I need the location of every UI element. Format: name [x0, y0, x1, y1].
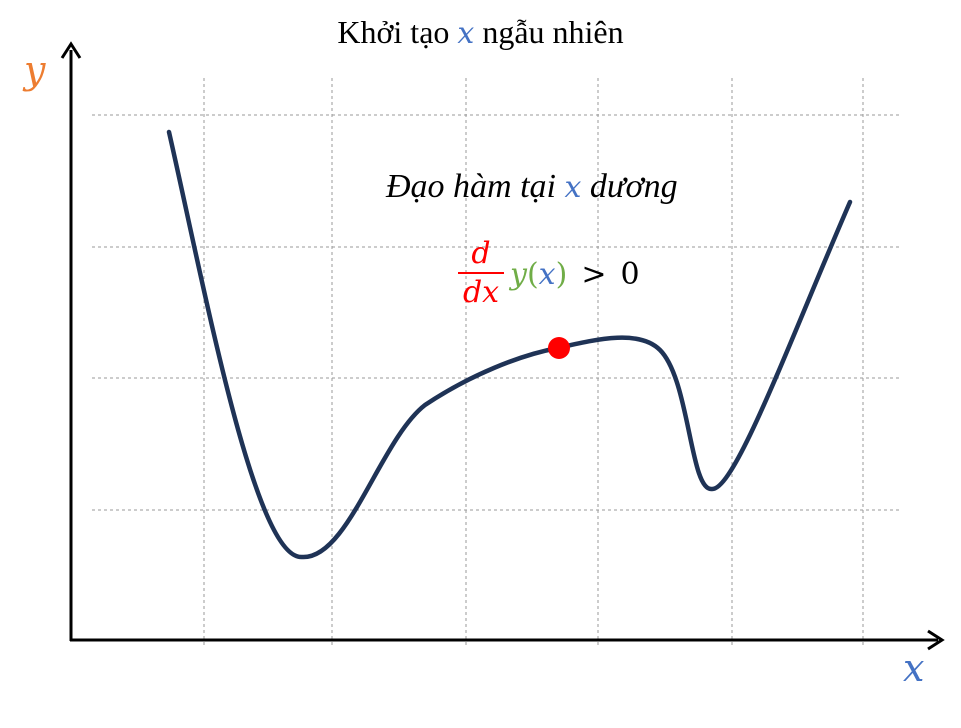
grid [92, 78, 900, 645]
y-axis-label: y [24, 48, 46, 92]
title-prefix: Khởi tạo [337, 14, 458, 50]
derivative-denominator: dx [462, 275, 500, 310]
close-paren: ) [555, 256, 568, 292]
title-variable: x [457, 16, 475, 51]
relation-symbol: > [581, 256, 607, 292]
right-hand-side: 0 [620, 256, 640, 292]
diagram-title: Khởi tạo x ngẫu nhiên [0, 14, 961, 51]
x-axis-arrowhead [927, 629, 945, 651]
y-axis-arrowhead [60, 41, 82, 59]
open-paren: ( [526, 256, 539, 292]
function-curve [166, 129, 853, 560]
annotation-prefix: Đạo hàm tại [386, 168, 565, 205]
title-suffix: ngẫu nhiên [474, 14, 624, 50]
x-axis-label: x [903, 646, 925, 690]
annotation-suffix: dương [581, 168, 678, 205]
derivative-formula: d dx y(x) > 0 [458, 236, 640, 312]
derivative-numerator: d [471, 236, 491, 271]
derivative-annotation: Đạo hàm tại x dương [386, 168, 678, 206]
derivative-operator: d dx [458, 236, 504, 312]
fraction-bar [458, 272, 504, 274]
initial-point [548, 337, 570, 359]
annotation-variable: x [564, 170, 582, 205]
function-name: y [510, 256, 527, 292]
function-argument: x [538, 256, 556, 292]
